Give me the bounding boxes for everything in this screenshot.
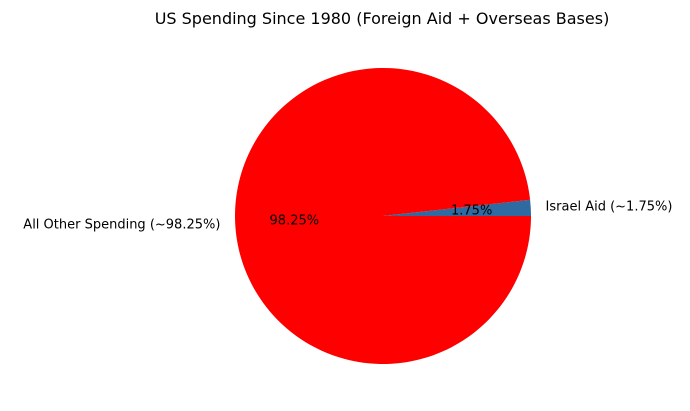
pie-slice-1 [235,68,531,365]
chart-title: US Spending Since 1980 (Foreign Aid + Ov… [155,9,610,28]
slice-label-1: All Other Spending (~98.25%) [23,217,220,232]
pie-slices [235,68,531,365]
pie-slice-0 [383,199,531,216]
slice-label-0: Israel Aid (~1.75%) [546,200,673,215]
slice-pct-label-1: 98.25% [270,213,320,228]
slice-pct-label-0: 1.75% [451,204,492,219]
pie-labels: Israel Aid (~1.75%) 1.75% All Other Spendi… [23,200,672,233]
